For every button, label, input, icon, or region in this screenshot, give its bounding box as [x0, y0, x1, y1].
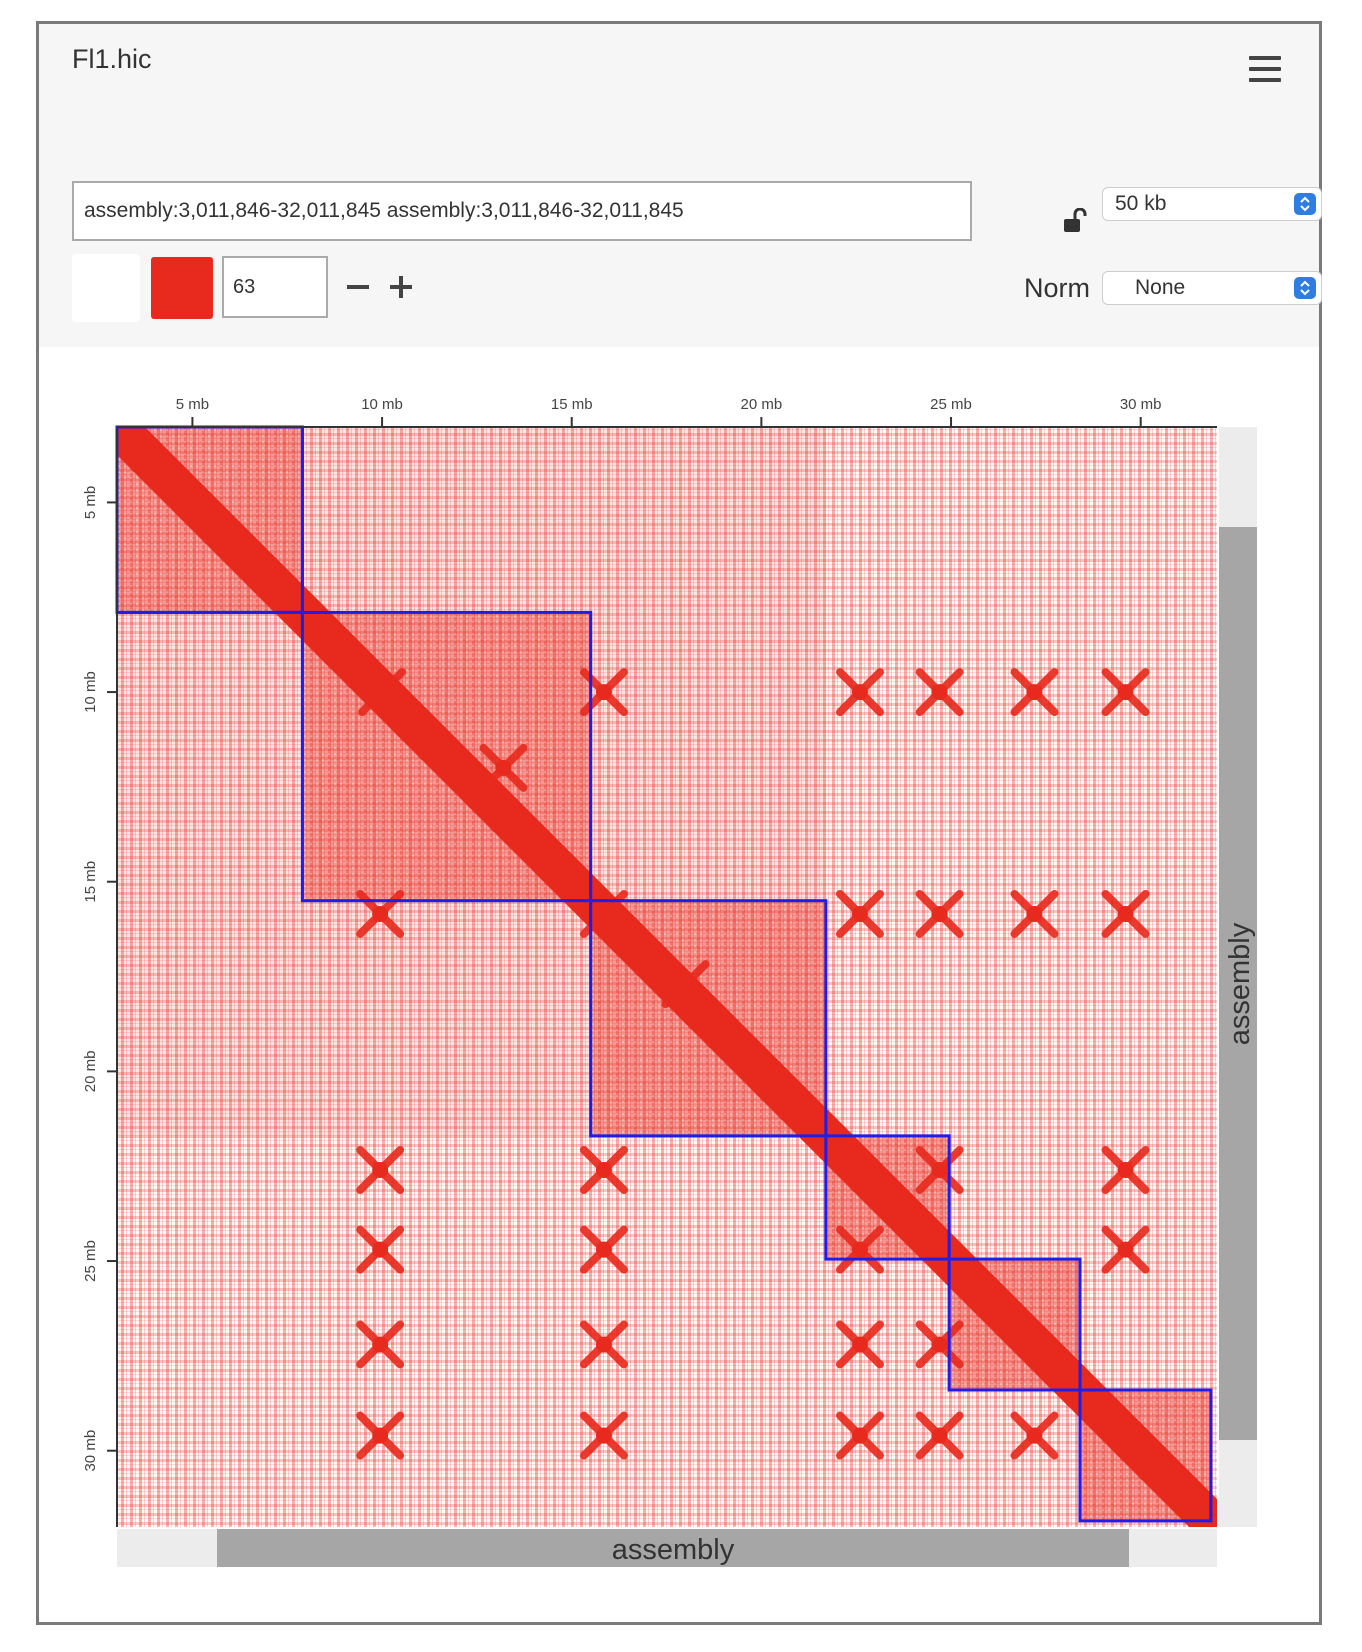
heatmap-block	[826, 612, 949, 900]
hamburger-menu-icon[interactable]	[1249, 56, 1281, 84]
heatmap-block	[590, 612, 826, 901]
interaction-spot-center	[595, 684, 612, 701]
y-tick-label: 15 mb	[82, 861, 99, 903]
resolution-value: 50 kb	[1115, 192, 1167, 215]
interaction-spot-center	[372, 905, 389, 922]
heatmap-block	[302, 1390, 590, 1521]
interaction-spot-center	[595, 1427, 612, 1444]
heatmap-block	[590, 427, 826, 613]
right-track-label: assembly	[1224, 922, 1256, 1045]
heatmap-block	[117, 1390, 302, 1521]
interaction-spot-center	[372, 1161, 389, 1178]
bottom-assembly-track	[217, 1529, 1129, 1567]
juicebox-panel: Fl1.hic assembly:3,011,846-32,011,845 as…	[36, 21, 1322, 1625]
contact-map-area: 5 mb 5 mb 10 mb 10 mb 15 mb 15 mb 20 mb 20 mb 25…	[39, 350, 1319, 1622]
unlocked-padlock-icon[interactable]	[1063, 208, 1087, 234]
heatmap-block	[949, 427, 1080, 612]
interaction-spot-center	[595, 1336, 612, 1353]
minus-icon	[347, 285, 369, 289]
heatmap-block	[117, 1136, 302, 1259]
interaction-spot-center	[851, 1427, 868, 1444]
assembly-tracks: assembly assembly	[117, 427, 1257, 1567]
interaction-spot-center	[851, 684, 868, 701]
heatmap-block	[949, 1136, 1080, 1259]
y-tick-label: 30 mb	[82, 1430, 99, 1472]
x-tick-label: 5 mb	[176, 396, 209, 413]
interaction-spot-center	[851, 1336, 868, 1353]
scaffold-boundary-box	[947, 1257, 1082, 1392]
y-tick-label: 25 mb	[82, 1240, 99, 1282]
heatmap-block	[117, 900, 303, 1136]
interaction-spot-center	[1026, 1427, 1043, 1444]
interaction-spot-center	[372, 1336, 389, 1353]
heatmap-block	[591, 1136, 826, 1259]
heatmap-block	[117, 1259, 302, 1390]
foreground-color-swatch[interactable]	[151, 257, 213, 319]
heatmap-axes: 5 mb 5 mb 10 mb 10 mb 15 mb 15 mb 20 mb 20 mb 25…	[82, 396, 1217, 1527]
heatmap-block	[302, 900, 591, 1136]
interaction-spot-center	[931, 684, 948, 701]
threshold-minus-button[interactable]	[345, 272, 371, 302]
bottom-track-label: assembly	[612, 1534, 735, 1566]
plus-icon	[390, 276, 412, 298]
interaction-spot-center	[1117, 1241, 1134, 1258]
scaffold-boundary-box	[1078, 1388, 1213, 1523]
interaction-spot-center	[677, 976, 694, 993]
scaffold-boundary-box	[300, 610, 593, 903]
interaction-spot-center	[931, 1427, 948, 1444]
x-tick-label: 15 mb	[551, 396, 593, 413]
interaction-spot-center	[1117, 905, 1134, 922]
normalization-select[interactable]: None	[1102, 271, 1322, 305]
interaction-spot-center	[495, 759, 512, 776]
y-tick-label: 10 mb	[82, 671, 99, 713]
interaction-spot-center	[851, 905, 868, 922]
heatmap-block	[826, 427, 949, 612]
interaction-spot-center	[595, 905, 612, 922]
x-tick-label: 25 mb	[930, 396, 972, 413]
x-tick-label: 30 mb	[1120, 396, 1162, 413]
heatmap-block	[117, 612, 303, 901]
right-assembly-track	[1219, 527, 1257, 1440]
updown-arrows-icon	[1294, 277, 1316, 299]
interaction-spot-center	[1026, 684, 1043, 701]
x-tick-label: 10 mb	[361, 396, 403, 413]
contact-map-svg[interactable]: 5 mb 5 mb 10 mb 10 mb 15 mb 15 mb 20 mb 20 mb 25…	[39, 350, 1319, 1622]
y-tick-label: 20 mb	[82, 1051, 99, 1093]
heatmap-block	[302, 1136, 590, 1259]
interaction-spot-center	[931, 1161, 948, 1178]
scaffold-boundary-box	[589, 899, 828, 1138]
heatmap-block	[1080, 612, 1211, 900]
interaction-spot-center	[595, 1161, 612, 1178]
normalization-value: None	[1135, 276, 1186, 299]
scaffold-boundary-box	[824, 1134, 951, 1261]
resolution-select[interactable]: 50 kb	[1102, 187, 1322, 221]
interaction-spot-center	[1117, 1161, 1134, 1178]
heatmap-block	[302, 1259, 590, 1390]
y-tick-label: 5 mb	[82, 486, 99, 519]
heatmap-block	[1080, 1259, 1211, 1390]
background-color-swatch[interactable]	[72, 254, 140, 322]
interaction-spot-center	[374, 684, 391, 701]
interaction-spot-center	[931, 905, 948, 922]
interaction-spot-center	[1117, 684, 1134, 701]
locus-input[interactable]: assembly:3,011,846-32,011,845 assembly:3…	[72, 181, 972, 241]
heatmap-spots	[356, 668, 1150, 1460]
norm-label: Norm	[1024, 273, 1090, 303]
updown-arrows-icon	[1294, 193, 1316, 215]
threshold-plus-button[interactable]	[388, 272, 414, 302]
interaction-spot-center	[931, 1336, 948, 1353]
x-tick-label: 20 mb	[741, 396, 783, 413]
heatmap-block	[302, 427, 591, 613]
interaction-spot-center	[372, 1427, 389, 1444]
heatmap-block	[1080, 427, 1211, 612]
interaction-spot-center	[851, 1241, 868, 1258]
interaction-spot-center	[1026, 905, 1043, 922]
heatmap-block	[826, 901, 949, 1136]
control-header: Fl1.hic assembly:3,011,846-32,011,845 as…	[39, 24, 1322, 347]
file-title: Fl1.hic	[72, 44, 152, 74]
interaction-spot-center	[595, 1241, 612, 1258]
color-threshold-input[interactable]: 63	[222, 256, 328, 318]
heatmap-block	[949, 612, 1080, 900]
interaction-spot-center	[372, 1241, 389, 1258]
